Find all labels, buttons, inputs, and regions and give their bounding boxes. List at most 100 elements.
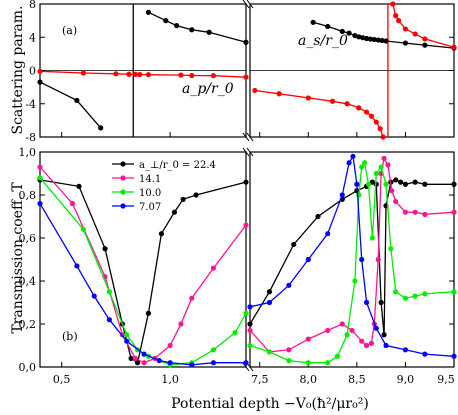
- series-b-0-point: [266, 289, 273, 295]
- series-b-3-point: [346, 160, 352, 166]
- series-a-ff0000-point: [37, 68, 43, 74]
- y-axis-label-a: Scattering param.: [10, 6, 26, 135]
- panel-a-ytick-label: -4: [25, 98, 36, 111]
- series-a-000000-point: [346, 30, 352, 36]
- series-b-1-point: [422, 211, 428, 217]
- series-b-3-point: [325, 231, 331, 237]
- y-axis-label-b: Transmission coeff. T: [10, 182, 26, 334]
- series-b-1-point: [385, 162, 391, 168]
- series-b-1-line: [249, 156, 455, 353]
- panel-a-ytick-label: 0: [29, 65, 36, 78]
- series-b-3-point: [339, 192, 345, 198]
- series-a-ff0000-point: [356, 105, 362, 111]
- panel-b-frame-right: [249, 151, 455, 368]
- series-b-1-point: [375, 256, 381, 263]
- series-b-3-point: [167, 360, 173, 366]
- series-a-000000-point: [310, 19, 316, 25]
- series-b-0-point: [193, 192, 199, 198]
- series-b-0-point: [171, 209, 178, 215]
- series-a-ff0000-point: [137, 71, 143, 78]
- series-b-2-point: [359, 164, 365, 170]
- series-b-2-point: [383, 181, 389, 187]
- series-a-ff0000-point: [393, 13, 399, 19]
- series-a-000000-point: [371, 36, 377, 43]
- series-b-1-point: [359, 338, 365, 344]
- panel-a-break-mark: [242, 132, 250, 142]
- series-b-1-point: [325, 327, 331, 334]
- series-b-0-point: [145, 310, 152, 316]
- series-b-0-point: [243, 179, 249, 185]
- series-b-0-point: [412, 179, 418, 185]
- series-b-0-point: [180, 196, 186, 202]
- series-b-2-line: [249, 161, 455, 364]
- panel-b-ytick-label: 0,4: [19, 275, 37, 288]
- series-b-2-point: [124, 332, 130, 338]
- legend-label: 7.07: [139, 202, 161, 213]
- series-b-3-point: [141, 351, 147, 357]
- series-b-0-line: [249, 179, 454, 335]
- series-b-1-point: [243, 222, 249, 228]
- series-b-2-point: [325, 360, 331, 366]
- series-b-0-point: [315, 213, 321, 220]
- series-a-000000-point: [163, 18, 169, 24]
- series-b-2-point: [362, 160, 368, 166]
- series-b-2-point: [422, 291, 428, 297]
- series-a-000000-line: [148, 11, 247, 43]
- series-b-3-point: [106, 317, 112, 323]
- series-a-000000-point: [383, 38, 389, 44]
- series-a-ff0000-point: [252, 87, 258, 94]
- series-b-1-point: [37, 164, 43, 170]
- panel-b-ytick-label: 0,0: [19, 361, 37, 374]
- series-b-0-point: [158, 231, 165, 237]
- series-b-3-point: [74, 263, 80, 269]
- series-a-000000-point: [243, 39, 249, 45]
- series-b-2-point: [232, 330, 238, 336]
- series-b-2-point: [106, 289, 112, 295]
- series-b-3-point: [451, 353, 457, 359]
- series-a-ff0000-point: [243, 74, 249, 80]
- legend-marker: [120, 203, 126, 209]
- series-b-1-point: [389, 188, 395, 194]
- series-a-000000-point: [360, 35, 366, 41]
- series-b-1-point: [210, 265, 217, 271]
- series-b-0-point: [128, 355, 134, 361]
- series-b-2-point: [369, 235, 375, 241]
- series-b-1-point: [141, 360, 147, 366]
- series-a-ff0000-point: [422, 36, 428, 42]
- series-b-1-point: [132, 355, 139, 361]
- series-b-1-point: [381, 155, 387, 162]
- series-a-ff0000-point: [396, 18, 402, 24]
- series-a-ff0000-point: [377, 126, 383, 132]
- series-a-000000-point: [402, 40, 409, 46]
- legend-label: 14.1: [139, 174, 161, 185]
- series-a-ff0000-point: [344, 101, 350, 107]
- series-b-1-point: [402, 209, 409, 215]
- series-a-000000-point: [37, 79, 43, 85]
- series-b-2-point: [37, 175, 43, 181]
- series-b-3-point: [422, 351, 428, 357]
- series-b-0-point: [378, 299, 384, 306]
- series-b-2-point: [402, 295, 409, 301]
- series-b-1-point: [167, 342, 173, 349]
- series-a-ff0000-point: [178, 72, 184, 78]
- panel-b-break-mark: [246, 147, 254, 157]
- series-b-3-point: [247, 304, 253, 310]
- series-a-ff0000-point: [363, 109, 370, 115]
- series-b-0-point: [402, 181, 409, 187]
- series-b-1-point: [393, 198, 399, 205]
- series-b-1-point: [412, 209, 418, 215]
- legend-marker: [120, 161, 126, 167]
- series-b-3-point: [363, 299, 370, 306]
- series-b-3-point: [243, 360, 249, 366]
- series-a-ff0000-point: [189, 72, 195, 79]
- series-a-ff0000-point: [132, 71, 139, 78]
- legend-marker: [120, 175, 126, 181]
- series-b-3-point: [354, 181, 360, 187]
- series-b-3-point: [350, 153, 356, 159]
- series-b-0-point: [381, 332, 387, 338]
- series-b-1-point: [368, 340, 375, 346]
- series-b-1-point: [247, 327, 253, 334]
- series-b-2-point: [365, 181, 372, 187]
- series-b-1-point: [363, 342, 370, 349]
- series-b-1-point: [178, 321, 184, 327]
